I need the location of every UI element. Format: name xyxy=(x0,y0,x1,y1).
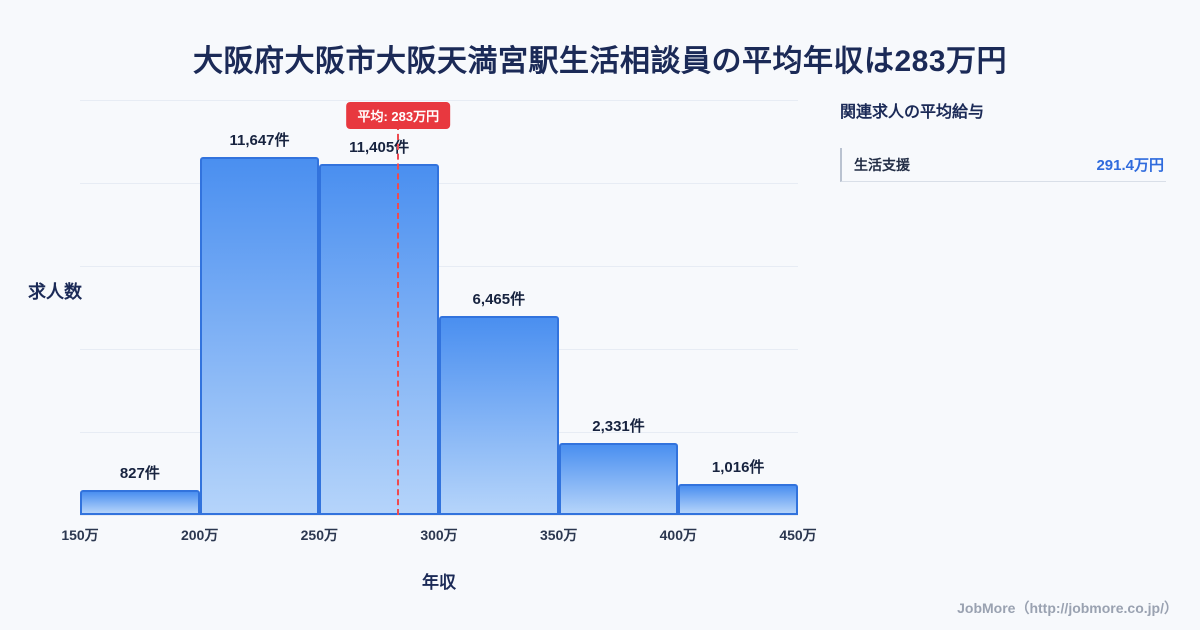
bars-area: 827件 11,647件 11,405件 6,465件 2,331件 1,016件 xyxy=(80,100,798,515)
x-tick-label: 250万 xyxy=(300,527,339,543)
x-tick-label: 150万 xyxy=(61,527,99,543)
histogram-bar xyxy=(80,489,200,515)
x-tick-label: 300万 xyxy=(420,527,458,543)
histogram-bar xyxy=(439,316,559,515)
x-tick-label: 200万 xyxy=(180,527,219,543)
mean-line xyxy=(397,124,400,515)
bar-value-label: 11,405件 xyxy=(349,139,410,157)
footer-credit: JobMore（http://jobmore.co.jp/） xyxy=(957,600,1178,616)
side-panel-heading: 関連求人の平均給与 xyxy=(840,104,985,121)
histogram-bar xyxy=(199,156,320,515)
bar-value-label: 11,647件 xyxy=(229,131,290,149)
bar-value-label: 6,465件 xyxy=(472,291,526,309)
mean-badge: 平均: 283万円 xyxy=(346,102,451,129)
histogram-bar xyxy=(678,483,798,515)
x-tick-label: 400万 xyxy=(659,527,698,543)
related-job-row[interactable]: 生活支援 291.4万円 xyxy=(840,148,1166,182)
related-job-value: 291.4万円 xyxy=(1096,157,1164,174)
side-panel: 関連求人の平均給与 生活支援 291.4万円 xyxy=(840,98,1166,182)
y-axis-label: 求人数 xyxy=(28,282,82,302)
bar-value-label: 827件 xyxy=(119,464,160,482)
x-axis-label: 年収 xyxy=(422,573,456,592)
histogram-chart: 827件 11,647件 11,405件 6,465件 2,331件 1,016件 平均:… xyxy=(61,100,817,543)
x-axis-ticks: 150万 200万 250万 300万 350万 400万 450万 xyxy=(61,525,816,545)
page-title: 大阪府大阪市大阪天満宮駅生活相談員の平均年収は283万円 xyxy=(192,45,1008,78)
x-tick-label: 350万 xyxy=(539,527,578,543)
bar-value-label: 1,016件 xyxy=(711,458,765,476)
x-tick-label: 450万 xyxy=(779,527,817,543)
bar-value-label: 2,331件 xyxy=(592,418,645,436)
related-jobs-list: 生活支援 291.4万円 xyxy=(840,148,1166,182)
histogram-bar xyxy=(558,443,679,515)
related-job-label: 生活支援 xyxy=(854,156,910,173)
histogram-bar xyxy=(319,164,439,515)
